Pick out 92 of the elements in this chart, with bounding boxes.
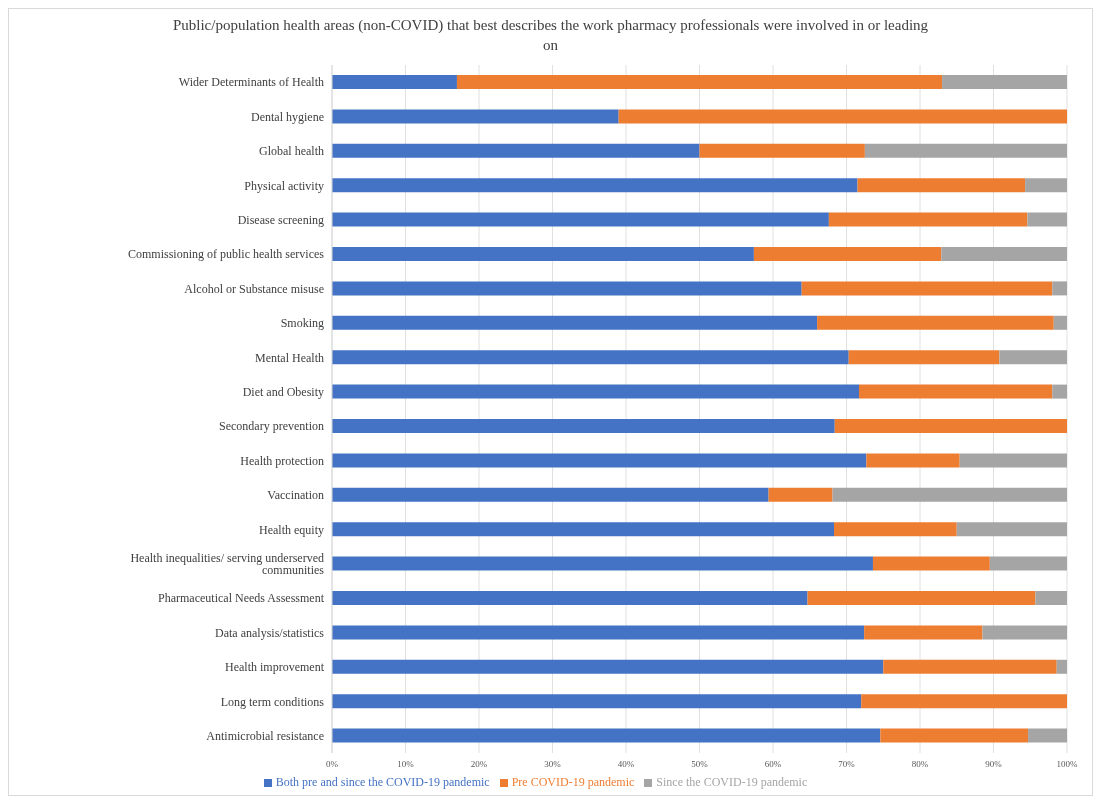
y-tick-label: Disease screening [237, 213, 324, 228]
bar [332, 178, 858, 193]
x-tick-label: 80% [911, 759, 929, 770]
x-tick-label: 40% [617, 759, 635, 770]
bar [1052, 384, 1067, 399]
bar [332, 522, 835, 537]
y-tick-label: Health equity [259, 522, 324, 537]
x-tick-label: 90% [985, 759, 1003, 770]
y-tick-label: Mental Health [255, 350, 324, 365]
bar [864, 143, 1067, 158]
bar [332, 384, 859, 399]
bar [332, 591, 808, 605]
y-tick-label: Pharmaceutical Needs Assessment [158, 591, 325, 606]
y-tick-label: Physical activity [244, 178, 324, 193]
bar [959, 453, 1067, 468]
bar [942, 75, 1067, 89]
y-tick-label: Wider Determinants of Health [178, 75, 324, 90]
bar [872, 556, 990, 571]
x-tick-label: 20% [470, 759, 488, 770]
y-tick-label: Long term conditions [220, 694, 325, 709]
x-tick-label: 30% [544, 759, 562, 770]
y-tick-label: Vaccination [267, 488, 324, 503]
bar [332, 109, 619, 124]
x-tick-label: 0% [326, 759, 339, 770]
bar [956, 522, 1067, 537]
bar [834, 522, 957, 537]
x-tick-label: 70% [838, 759, 856, 770]
bar [1056, 659, 1067, 674]
bar [999, 350, 1067, 365]
bar [989, 556, 1067, 571]
y-tick-label: Diet and Obesity [242, 385, 324, 400]
bar [861, 694, 1067, 709]
bar [456, 75, 943, 89]
bar [332, 75, 457, 89]
x-tick-label: 60% [764, 759, 782, 770]
bar [332, 143, 700, 158]
bar [817, 315, 1054, 330]
bar [858, 384, 1053, 399]
bar [866, 453, 960, 468]
bar [332, 212, 829, 227]
bar [618, 109, 1067, 124]
bar [332, 247, 754, 261]
bar [1028, 728, 1067, 743]
y-tick-label: Health improvement [225, 660, 325, 675]
bar [807, 591, 1036, 605]
legend-label: Since the COVID-19 pandemic [656, 775, 808, 789]
bar [332, 350, 849, 365]
y-tick-label: Data analysis/statistics [215, 625, 325, 640]
y-tick-label: Health inequalities/ serving underserved communities [130, 551, 325, 578]
bar [1035, 591, 1067, 605]
chart-title: Public/population health areas (non-COVID) that best describes the work pharmacy professionals were involved in or leading on [171, 16, 930, 55]
bar [1052, 281, 1067, 296]
bar [801, 281, 1053, 296]
bar [332, 315, 818, 330]
bar [332, 281, 802, 296]
bar [1053, 315, 1067, 330]
legend-label: Both pre and since the COVID-19 pandemic [275, 775, 490, 789]
y-tick-label: Global health [259, 144, 324, 159]
bar [834, 419, 1067, 433]
x-tick-label: 50% [691, 759, 709, 770]
y-tick-label: Antimicrobial resistance [206, 729, 324, 744]
y-tick-label: Secondary prevention [219, 419, 324, 434]
bar [332, 694, 862, 709]
y-tick-label: Health protection [240, 453, 324, 468]
bar [1025, 178, 1067, 193]
bar [832, 487, 1067, 502]
bar [699, 143, 865, 158]
legend-label: Pre COVID-19 pandemic [511, 775, 635, 789]
y-tick-label: Dental hygiene [251, 109, 324, 124]
bar [1027, 212, 1067, 227]
bar [332, 556, 873, 571]
bar [982, 625, 1067, 640]
bar [848, 350, 1000, 365]
bar [883, 659, 1057, 674]
y-tick-label: Commissioning of public health services [128, 247, 325, 262]
bar [332, 419, 835, 433]
bar [941, 247, 1067, 261]
bar [864, 625, 983, 640]
bar [332, 453, 867, 468]
bar [753, 247, 942, 261]
bar [332, 728, 881, 743]
x-tick-label: 100% [1056, 759, 1078, 770]
bar [880, 728, 1029, 743]
bar [332, 487, 769, 502]
bar [857, 178, 1026, 193]
y-tick-label: Alcohol or Substance misuse [184, 281, 324, 296]
bar [828, 212, 1028, 227]
bar [768, 487, 833, 502]
x-tick-label: 10% [397, 759, 415, 770]
bar [332, 659, 884, 674]
bar [332, 625, 865, 640]
y-tick-label: Smoking [280, 316, 324, 331]
